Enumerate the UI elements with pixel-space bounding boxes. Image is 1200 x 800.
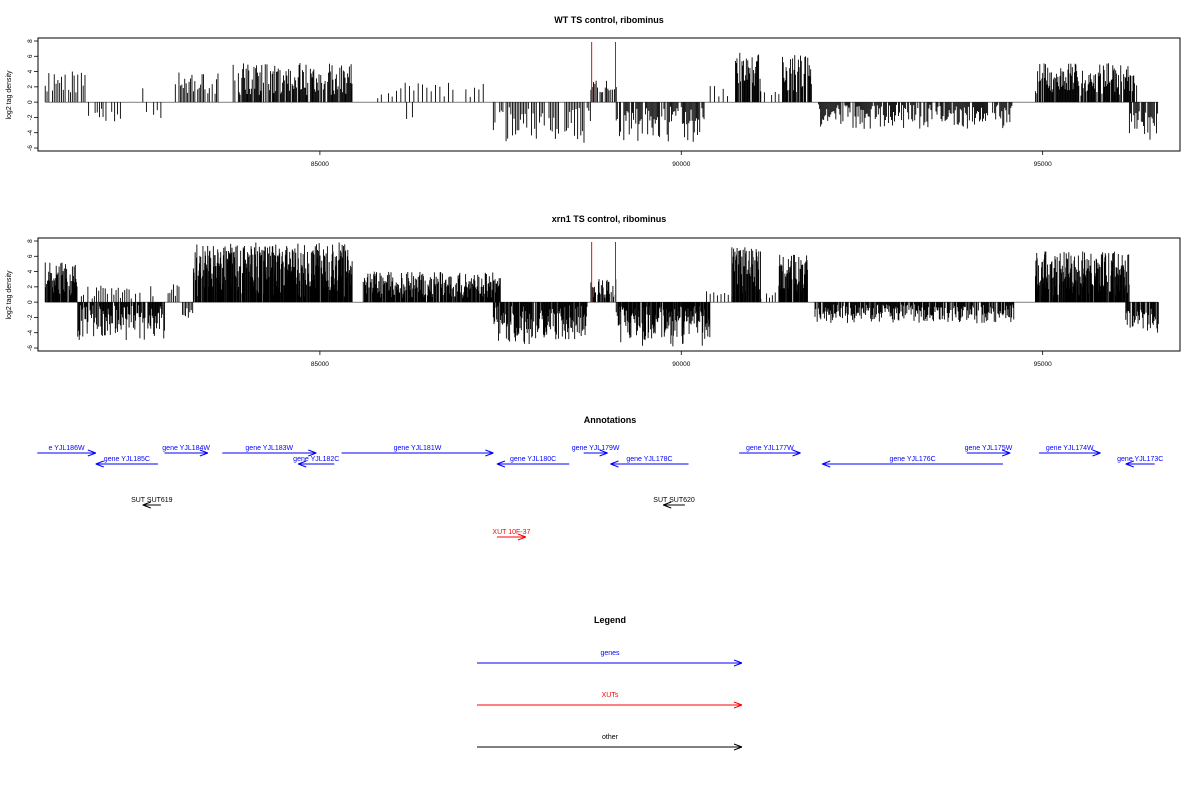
feature-label: gene YJL184W — [162, 445, 210, 452]
legend-label: XUTs — [602, 692, 619, 699]
feature-label: e YJL186W — [49, 445, 85, 452]
y-tick-label: 0 — [27, 100, 34, 104]
legend-label: genes — [600, 650, 620, 657]
y-tick-label: -4 — [27, 129, 34, 135]
wt-plot-frame — [37, 37, 1181, 152]
feature-label: gene YJL175W — [965, 445, 1013, 452]
annotation-feature: SUT SUT619 — [131, 497, 173, 509]
annotation-feature: gene YJL181W — [341, 445, 494, 457]
annotations-title: Annotations — [584, 415, 637, 425]
legend: Legend genes XUTs other — [477, 615, 743, 751]
y-tick-label: 4 — [27, 69, 34, 73]
feature-label: XUT 10F-37 — [492, 529, 530, 536]
wt-y-axis-label: log2 tag density — [6, 70, 13, 120]
xrn1-coverage-panel: xrn1 TS control, ribominus log2 tag dens… — [6, 214, 1181, 368]
annotation-feature: gene YJL178C — [610, 456, 689, 468]
annotation-feature: gene YJL179W — [572, 445, 620, 457]
annotation-feature: gene YJL174W — [1039, 445, 1101, 457]
y-tick-label: 2 — [27, 285, 34, 289]
y-tick-label: -6 — [27, 145, 34, 151]
annotation-feature: gene YJL176C — [822, 456, 1003, 468]
feature-label: gene YJL177W — [746, 445, 794, 452]
wt-bars — [44, 42, 1159, 143]
annotation-feature: gene YJL177W — [739, 445, 801, 457]
legend-item-other: other — [477, 734, 743, 751]
annotation-feature: gene YJL182C — [293, 456, 339, 468]
feature-label: gene YJL182C — [293, 456, 339, 463]
legend-title: Legend — [594, 615, 626, 625]
annotation-feature: gene YJL180C — [496, 456, 570, 468]
y-tick-label: -6 — [27, 345, 34, 351]
y-tick-label: 6 — [27, 54, 34, 58]
feature-label: gene YJL178C — [626, 456, 672, 463]
legend-item-gene: genes — [477, 650, 743, 667]
legend-item-xut: XUTs — [477, 692, 743, 709]
feature-label: gene YJL183W — [245, 445, 293, 452]
feature-label: gene YJL181W — [394, 445, 442, 452]
y-tick-label: 8 — [27, 239, 34, 243]
x-tick-label: 95000 — [1034, 361, 1052, 368]
feature-label: SUT SUT619 — [131, 497, 173, 504]
annotation-feature: gene YJL173C — [1117, 456, 1163, 468]
x-tick-label: 90000 — [672, 161, 690, 168]
annotation-features: e YJL186W gene YJL185C gene YJL184W gene YJ… — [37, 445, 1163, 541]
feature-label: gene YJL179W — [572, 445, 620, 452]
y-tick-label: 4 — [27, 269, 34, 273]
annotation-feature: XUT 10F-37 — [492, 529, 531, 541]
wt-panel-title: WT TS control, ribominus — [554, 15, 664, 25]
y-tick-label: -2 — [27, 114, 34, 120]
xrn1-axes: -6 -4 -2 0 2 4 6 8 85000 90000 95000 — [27, 239, 1052, 368]
xrn1-bars — [44, 242, 1159, 347]
annotations-track: Annotations e YJL186W gene YJL185C gene YJ… — [37, 415, 1163, 541]
annotation-feature: gene YJL185C — [95, 456, 158, 468]
y-tick-label: 2 — [27, 85, 34, 89]
feature-label: gene YJL185C — [104, 456, 150, 463]
annotation-feature: gene YJL184W — [162, 445, 210, 457]
y-tick-label: 0 — [27, 300, 34, 304]
wt-coverage-panel: WT TS control, ribominus log2 tag densit… — [6, 15, 1181, 168]
y-tick-label: -2 — [27, 314, 34, 320]
x-tick-label: 85000 — [311, 361, 329, 368]
legend-label: other — [602, 734, 619, 741]
y-tick-label: -4 — [27, 329, 34, 335]
annotation-feature: SUT SUT620 — [653, 497, 695, 509]
annotation-feature: e YJL186W — [37, 445, 96, 457]
xrn1-y-axis-label: log2 tag density — [6, 270, 13, 320]
legend-items: genes XUTs other — [477, 650, 743, 751]
xrn1-plot-frame — [37, 237, 1181, 352]
feature-label: gene YJL176C — [889, 456, 935, 463]
xrn1-panel-title: xrn1 TS control, ribominus — [552, 214, 667, 224]
y-tick-label: 6 — [27, 254, 34, 258]
x-tick-label: 95000 — [1034, 161, 1052, 168]
annotation-feature: gene YJL175W — [965, 445, 1013, 457]
feature-label: gene YJL173C — [1117, 456, 1163, 463]
y-tick-label: 8 — [27, 39, 34, 43]
annotation-feature: gene YJL183W — [222, 445, 317, 457]
wt-axes: -6 -4 -2 0 2 4 6 8 85000 90000 95000 — [27, 39, 1052, 168]
feature-label: gene YJL180C — [510, 456, 556, 463]
x-tick-label: 90000 — [672, 361, 690, 368]
feature-label: SUT SUT620 — [653, 497, 695, 504]
x-tick-label: 85000 — [311, 161, 329, 168]
feature-label: gene YJL174W — [1046, 445, 1094, 452]
